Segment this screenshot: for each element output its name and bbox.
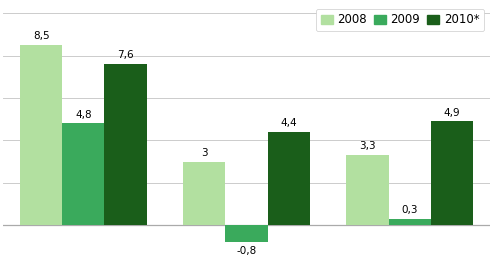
Text: 4,9: 4,9 <box>444 107 460 118</box>
Bar <box>388 219 431 225</box>
Bar <box>20 45 62 225</box>
Bar <box>105 64 147 225</box>
Legend: 2008, 2009, 2010*: 2008, 2009, 2010* <box>316 9 484 31</box>
Bar <box>225 225 268 242</box>
Bar <box>183 161 225 225</box>
Text: 7,6: 7,6 <box>117 50 134 60</box>
Text: 3,3: 3,3 <box>359 142 376 151</box>
Text: 3: 3 <box>201 148 208 158</box>
Bar <box>62 123 105 225</box>
Bar <box>268 132 310 225</box>
Text: 8,5: 8,5 <box>33 31 49 41</box>
Bar <box>431 121 473 225</box>
Bar <box>346 155 388 225</box>
Text: 4,4: 4,4 <box>281 118 297 128</box>
Text: -0,8: -0,8 <box>236 246 257 256</box>
Text: 4,8: 4,8 <box>75 110 92 120</box>
Text: 0,3: 0,3 <box>401 205 418 215</box>
